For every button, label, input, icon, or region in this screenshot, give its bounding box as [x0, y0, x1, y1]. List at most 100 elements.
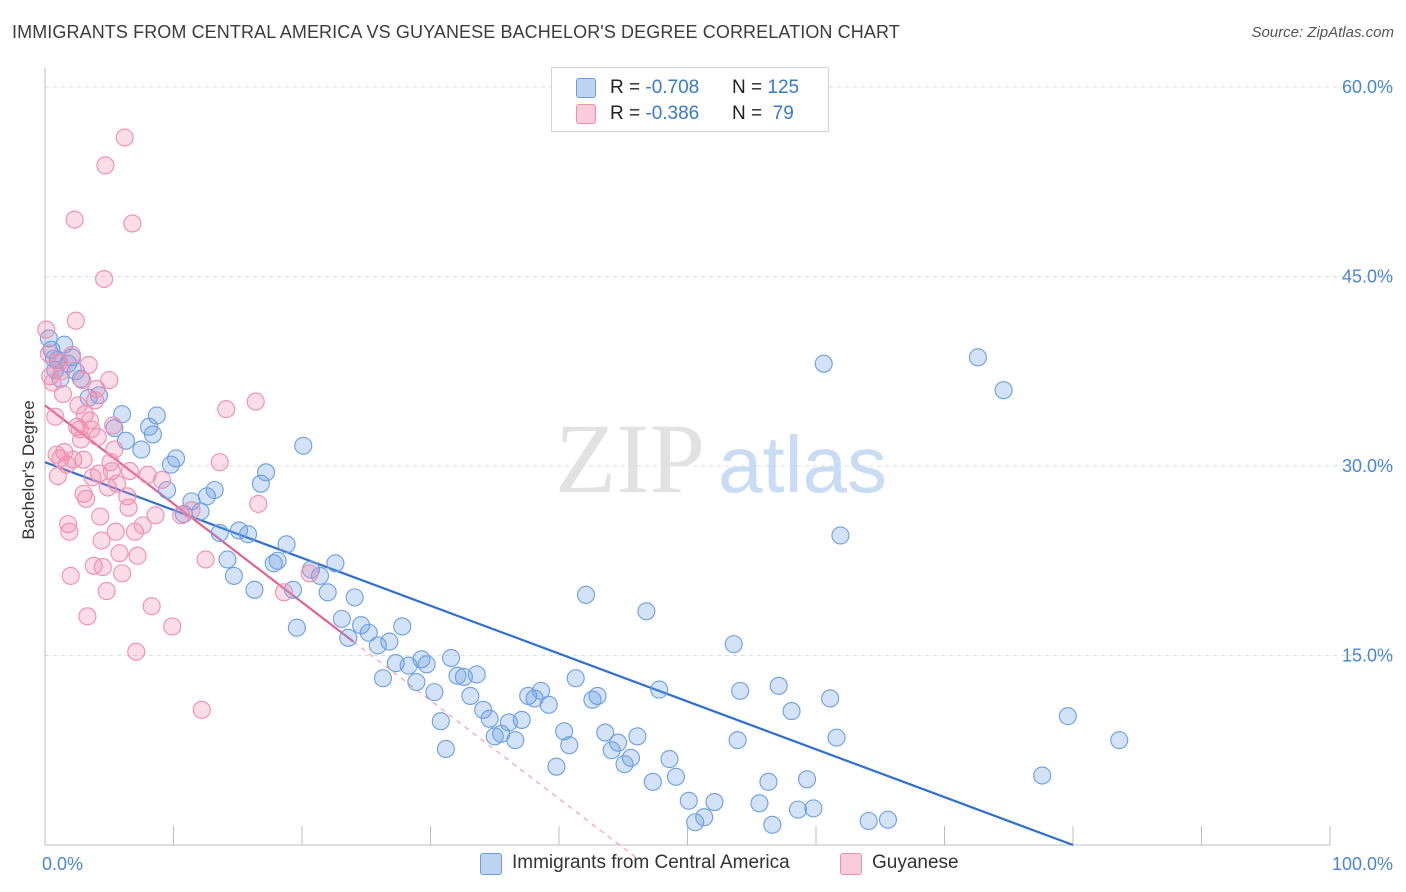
- data-point: [359, 623, 378, 642]
- data-point: [1058, 707, 1077, 726]
- data-point: [73, 371, 92, 390]
- x-tick-labels: 0.0% 100.0%: [42, 854, 1393, 874]
- data-point: [128, 546, 147, 565]
- watermark-zip: ZIP: [555, 403, 705, 514]
- data-point: [77, 489, 96, 508]
- data-point: [294, 436, 313, 455]
- data-point: [104, 416, 123, 435]
- data-point: [218, 550, 237, 569]
- data-point: [127, 642, 146, 661]
- legend-r-label: R =: [610, 103, 646, 124]
- legend-swatch-pink: [576, 104, 596, 124]
- data-point: [547, 757, 566, 776]
- data-point: [609, 733, 628, 752]
- data-point: [96, 156, 115, 175]
- data-point: [88, 427, 107, 446]
- data-point: [352, 616, 371, 635]
- legend-r-label: R =: [610, 77, 646, 98]
- data-point: [666, 767, 685, 786]
- data-point: [368, 636, 387, 655]
- legend-swatch-pink: [840, 853, 862, 875]
- data-point: [1110, 731, 1129, 750]
- data-point: [245, 580, 264, 599]
- data-point: [224, 566, 243, 585]
- data-point: [797, 770, 817, 789]
- data-point: [64, 450, 83, 469]
- data-point: [436, 739, 455, 759]
- data-point: [133, 516, 152, 535]
- data-point: [93, 558, 112, 577]
- data-point: [588, 686, 607, 705]
- data-point: [539, 695, 558, 714]
- trend-line: [44, 461, 1074, 847]
- data-point: [461, 686, 480, 705]
- data-point: [142, 597, 161, 616]
- y-tick-label: 30.0%: [1342, 456, 1393, 476]
- legend-n-value: 125: [767, 77, 800, 98]
- data-point: [110, 544, 129, 563]
- data-point: [158, 480, 177, 500]
- data-point: [602, 741, 621, 760]
- data-point: [628, 727, 647, 746]
- data-point: [769, 676, 788, 695]
- y-axis-label: Bachelor's Degree: [19, 400, 38, 539]
- data-point: [763, 815, 782, 834]
- data-points: [37, 128, 1129, 834]
- data-point: [147, 406, 166, 425]
- data-point: [71, 369, 91, 388]
- data-point: [728, 731, 747, 750]
- data-point: [431, 712, 450, 731]
- data-point: [53, 384, 73, 404]
- data-point: [238, 525, 258, 544]
- data-point: [79, 355, 98, 374]
- data-point: [106, 522, 125, 541]
- data-point: [287, 618, 306, 637]
- data-point: [146, 506, 165, 525]
- data-point: [332, 609, 351, 628]
- trend-line: [44, 404, 355, 643]
- data-point: [91, 507, 110, 526]
- data-point: [442, 648, 461, 668]
- legend-n-value: 79: [767, 103, 794, 124]
- data-point: [132, 440, 151, 459]
- data-point: [46, 407, 65, 426]
- watermark-atlas: atlas: [718, 420, 887, 509]
- y-tick-labels: 15.0% 30.0% 45.0% 60.0%: [1342, 77, 1393, 666]
- data-point: [731, 681, 750, 700]
- legend-r-value: -0.708: [645, 77, 700, 98]
- legend-r-value: -0.386: [645, 103, 700, 124]
- data-point: [859, 811, 878, 831]
- data-point: [120, 462, 139, 481]
- data-point: [326, 554, 345, 573]
- data-point: [172, 506, 191, 525]
- data-point: [95, 269, 114, 289]
- data-point: [994, 381, 1013, 400]
- legend-swatch-blue: [576, 78, 596, 98]
- data-point: [84, 556, 103, 575]
- data-point: [196, 550, 215, 569]
- data-point: [695, 808, 714, 827]
- data-point: [831, 526, 850, 545]
- x-tick-label: 100.0%: [1332, 854, 1393, 874]
- series-central-america: [39, 329, 1129, 834]
- data-point: [596, 723, 615, 742]
- data-point: [560, 736, 579, 755]
- data-point: [62, 345, 82, 364]
- data-point: [268, 551, 287, 570]
- data-point: [750, 794, 769, 813]
- data-point: [274, 583, 294, 602]
- data-point: [115, 128, 134, 147]
- data-point: [782, 702, 801, 721]
- source-label: Source: ZipAtlas.com: [1251, 24, 1394, 41]
- data-point: [804, 799, 823, 818]
- legend-label: Immigrants from Central America: [512, 852, 790, 873]
- data-point: [637, 602, 656, 621]
- data-point: [412, 650, 431, 669]
- data-point: [339, 628, 358, 647]
- data-point: [123, 214, 142, 233]
- data-point: [788, 800, 808, 819]
- y-tick-label: 45.0%: [1342, 267, 1393, 287]
- data-point: [256, 463, 276, 482]
- data-point: [107, 474, 127, 493]
